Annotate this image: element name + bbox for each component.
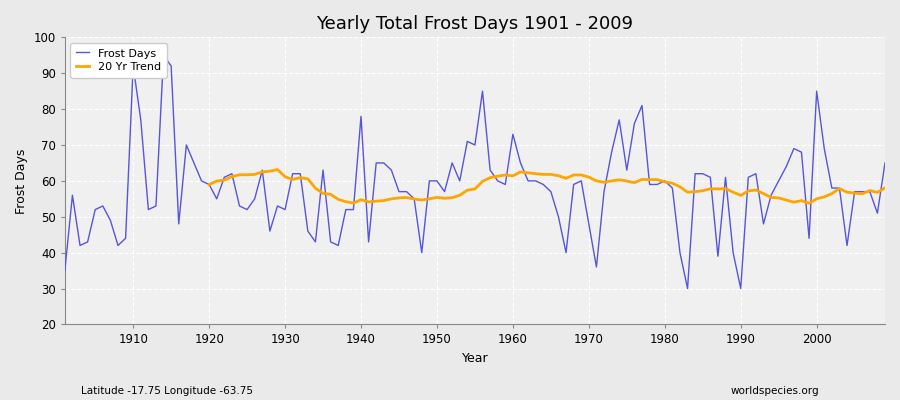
- 20 Yr Trend: [272, 167, 283, 172]
- Frost Days: [59, 268, 70, 273]
- 20 Yr Trend: [773, 196, 784, 200]
- 20 Yr Trend: [682, 190, 693, 194]
- Frost Days: [607, 150, 617, 154]
- 20 Yr Trend: [788, 200, 799, 205]
- X-axis label: Year: Year: [462, 352, 488, 365]
- Y-axis label: Frost Days: Frost Days: [15, 148, 28, 214]
- Frost Days: [508, 132, 518, 137]
- Line: 20 Yr Trend: 20 Yr Trend: [209, 170, 885, 203]
- Frost Days: [121, 236, 131, 241]
- Line: Frost Days: Frost Days: [65, 55, 885, 288]
- Frost Days: [340, 207, 351, 212]
- Frost Days: [515, 160, 526, 165]
- 20 Yr Trend: [864, 188, 875, 193]
- Frost Days: [295, 171, 306, 176]
- Text: worldspecies.org: worldspecies.org: [731, 386, 819, 396]
- Title: Yearly Total Frost Days 1901 - 2009: Yearly Total Frost Days 1901 - 2009: [317, 15, 634, 33]
- Frost Days: [158, 53, 169, 58]
- 20 Yr Trend: [302, 176, 313, 181]
- 20 Yr Trend: [804, 201, 814, 206]
- 20 Yr Trend: [879, 186, 890, 190]
- Legend: Frost Days, 20 Yr Trend: Frost Days, 20 Yr Trend: [70, 43, 166, 78]
- Frost Days: [682, 286, 693, 291]
- Text: Latitude -17.75 Longitude -63.75: Latitude -17.75 Longitude -63.75: [81, 386, 253, 396]
- 20 Yr Trend: [203, 182, 214, 187]
- Frost Days: [879, 160, 890, 165]
- 20 Yr Trend: [417, 198, 428, 202]
